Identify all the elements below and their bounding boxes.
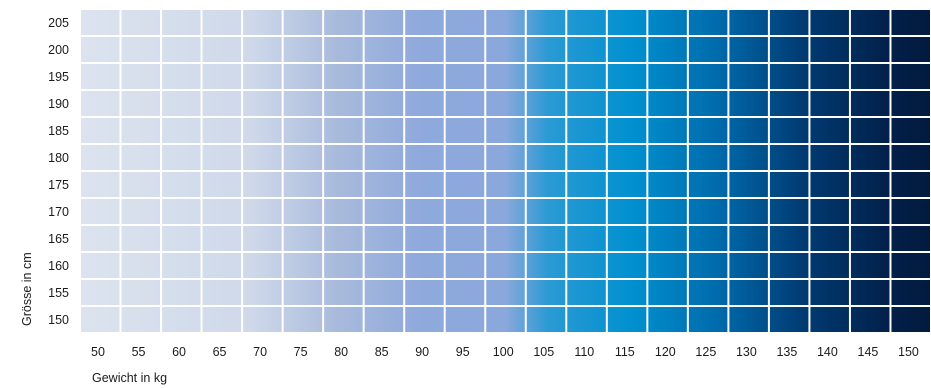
x-tick-label: 105 bbox=[533, 345, 554, 359]
x-tick-label: 100 bbox=[493, 345, 514, 359]
x-tick-label: 80 bbox=[334, 345, 348, 359]
x-tick-label: 85 bbox=[375, 345, 389, 359]
y-axis-title: Grösse in cm bbox=[20, 252, 34, 326]
x-tick-label: 135 bbox=[776, 345, 797, 359]
y-tick-label: 185 bbox=[48, 124, 69, 138]
x-tick-label: 115 bbox=[615, 345, 635, 359]
y-tick-label: 205 bbox=[48, 16, 69, 30]
x-tick-label: 75 bbox=[294, 345, 308, 359]
x-tick-label: 70 bbox=[253, 345, 267, 359]
y-tick-label: 170 bbox=[48, 205, 69, 219]
x-tick-label: 50 bbox=[91, 345, 105, 359]
x-tick-label: 65 bbox=[213, 345, 227, 359]
grid bbox=[79, 8, 931, 334]
x-axis-title: Gewicht in kg bbox=[92, 371, 167, 385]
x-tick-label: 120 bbox=[655, 345, 676, 359]
y-tick-label: 175 bbox=[48, 178, 69, 192]
x-tick-label: 90 bbox=[415, 345, 429, 359]
y-tick-label: 155 bbox=[48, 286, 69, 300]
y-axis-ticks: 205 200 195 190 185 180 175 170 165 160 155 150 bbox=[48, 16, 69, 327]
y-tick-label: 165 bbox=[48, 232, 69, 246]
y-tick-label: 180 bbox=[48, 151, 69, 165]
x-tick-label: 130 bbox=[736, 345, 757, 359]
x-tick-label: 55 bbox=[132, 345, 146, 359]
y-tick-label: 195 bbox=[48, 70, 69, 84]
x-tick-label: 60 bbox=[172, 345, 186, 359]
x-tick-label: 140 bbox=[817, 345, 838, 359]
x-tick-label: 95 bbox=[456, 345, 470, 359]
x-tick-label: 125 bbox=[695, 345, 716, 359]
x-tick-label: 150 bbox=[898, 345, 919, 359]
y-tick-label: 150 bbox=[48, 313, 69, 327]
y-tick-label: 190 bbox=[48, 97, 69, 111]
y-tick-label: 160 bbox=[48, 259, 69, 273]
y-tick-label: 200 bbox=[48, 43, 69, 57]
x-tick-label: 110 bbox=[574, 345, 594, 359]
x-axis-ticks: 50 55 60 65 70 75 80 85 90 95 100 105 110 115 120 125 13… bbox=[91, 345, 919, 359]
x-tick-label: 145 bbox=[858, 345, 879, 359]
